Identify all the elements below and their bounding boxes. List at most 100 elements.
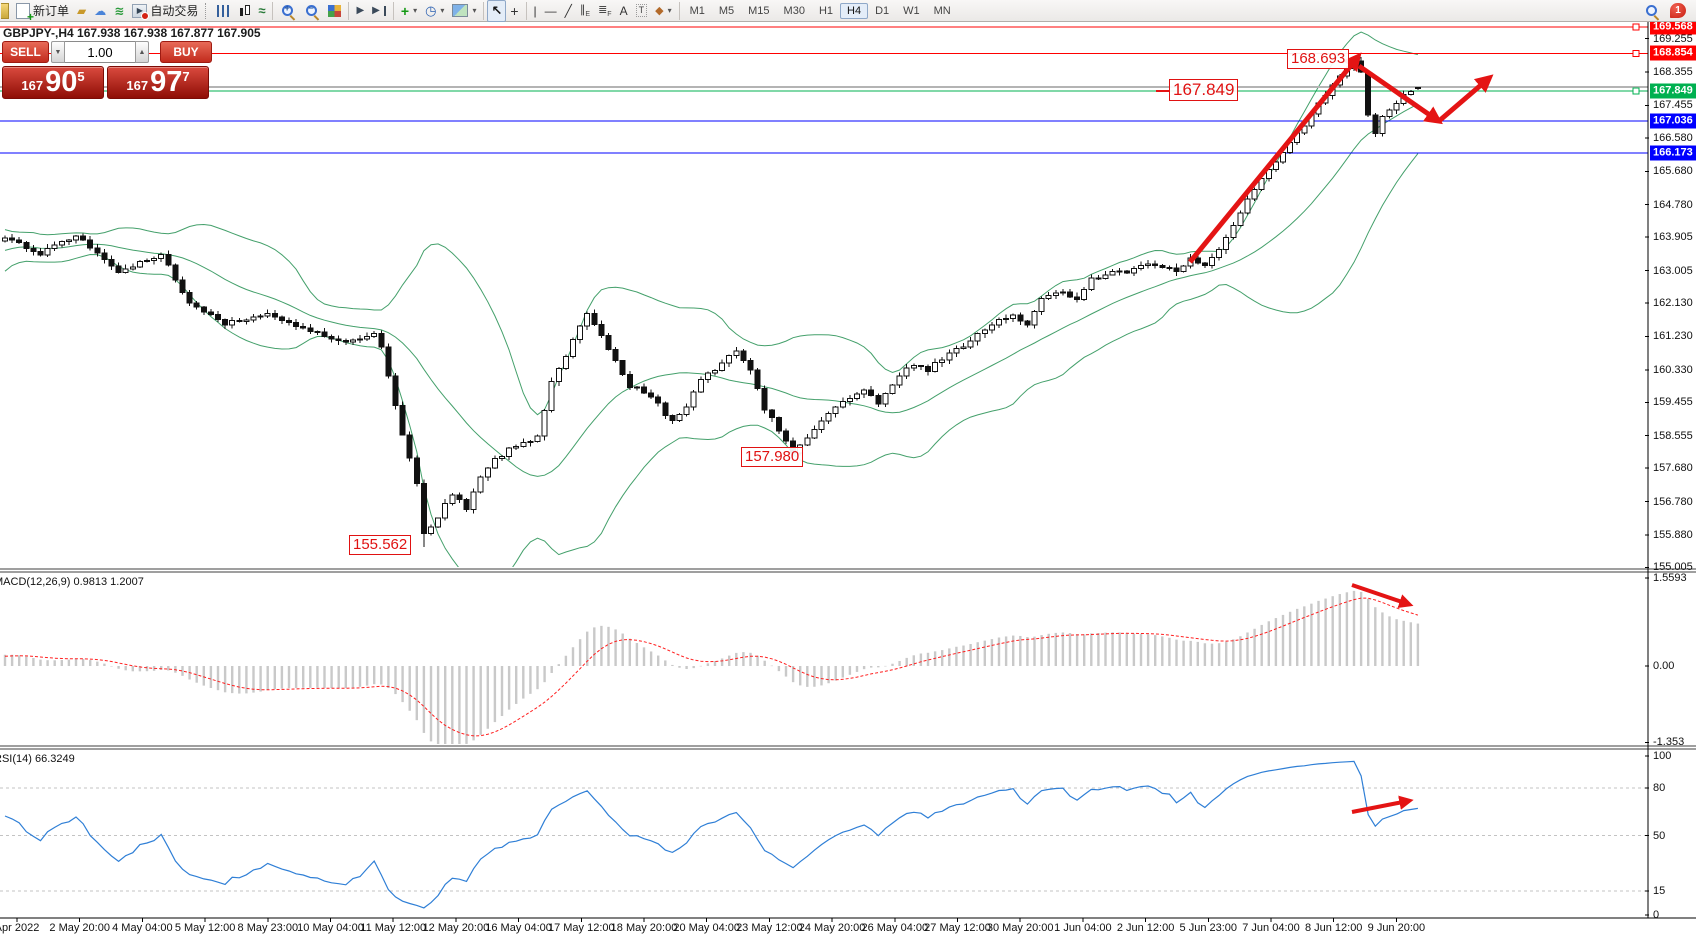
candle-body [314, 330, 321, 333]
candle-body [1379, 116, 1386, 134]
macd-bar [401, 666, 404, 703]
community-button[interactable]: ☁ [90, 0, 110, 22]
cursor-button[interactable]: ↖ [487, 0, 507, 22]
trend-arrows [1156, 52, 1494, 814]
candle-body [200, 306, 207, 313]
timeframe-d1[interactable]: D1 [875, 4, 890, 17]
candle-body [839, 401, 846, 408]
price-tick-label: 166.580 [1653, 131, 1693, 144]
macd-bar [1146, 634, 1150, 666]
macd-bar [699, 665, 702, 667]
fibonacci-button[interactable]: ≣F [594, 0, 616, 22]
trend-arrow [1351, 583, 1414, 609]
timeframe-m15[interactable]: M15 [748, 4, 770, 17]
horizontal-line-button[interactable]: — [541, 0, 561, 22]
timeframe-h4[interactable]: H4 [840, 2, 869, 19]
timeframe-w1[interactable]: W1 [903, 4, 920, 17]
sell-price-big: 90 [45, 66, 78, 98]
time-tick-label: 7 Jun 04:00 [1242, 922, 1300, 934]
notifications-badge[interactable]: 1 [1670, 3, 1686, 18]
macd-bar [1097, 633, 1100, 666]
new-order-button[interactable]: 新订单 [12, 0, 73, 24]
shapes-icon: ◆ [655, 5, 664, 17]
text-label-icon: T [635, 4, 648, 17]
periods-button[interactable]: ◷ ▾ [421, 0, 448, 22]
candle-body [1145, 263, 1152, 266]
macd-bar [479, 666, 482, 735]
candle-body [491, 457, 498, 469]
candle-body [236, 320, 243, 323]
candle-body [1244, 198, 1251, 214]
macd-bar [884, 665, 887, 667]
timeframe-m5[interactable]: M5 [718, 4, 735, 17]
search-button[interactable] [1640, 0, 1664, 22]
volume-decrease-button[interactable]: ▼ [51, 41, 65, 63]
market-button[interactable]: ▰ [73, 0, 90, 22]
text-button[interactable]: A [616, 0, 632, 22]
macd-bar [642, 647, 646, 666]
macd-bar [976, 642, 979, 666]
buy-price-big: 97 [150, 66, 183, 98]
macd-bar [408, 666, 411, 711]
time-tick-label: 18 May 20:00 [610, 922, 678, 934]
candle-body [1386, 109, 1393, 118]
macd-bar [351, 666, 355, 688]
price-tick-label: 168.355 [1653, 66, 1693, 78]
macd-bar [1324, 598, 1327, 666]
candle-body [1123, 270, 1130, 274]
timeframe-h1[interactable]: H1 [818, 4, 834, 17]
volume-increase-button[interactable]: ▲ [135, 41, 149, 63]
tile-windows-button[interactable] [324, 0, 345, 22]
line-chart-button[interactable]: ≈ [254, 0, 269, 22]
buy-button[interactable]: BUY [160, 41, 212, 63]
trendline-button[interactable]: ╱ [561, 0, 576, 22]
volume-input[interactable] [65, 41, 135, 63]
macd-bar [593, 627, 596, 666]
candle-body [378, 332, 385, 348]
signals-button[interactable]: ≋ [110, 0, 128, 22]
macd-bar [1402, 620, 1405, 666]
timeframe-m30[interactable]: M30 [783, 4, 805, 17]
text-label-button[interactable]: T [632, 0, 652, 22]
zoom-in-button[interactable]: + [276, 0, 300, 22]
macd-bar [294, 666, 298, 688]
macd-bar [323, 666, 326, 688]
macd-bar [110, 666, 113, 667]
buy-price-box[interactable]: 167 97 7 [107, 66, 209, 99]
macd-bar [834, 666, 837, 681]
vertical-line-button[interactable]: | [530, 0, 541, 22]
rsi-levels [0, 787, 1648, 892]
candle-body [420, 483, 427, 534]
timeframe-m1[interactable]: M1 [689, 4, 705, 17]
candle-body [1414, 86, 1421, 90]
candle-body [58, 241, 65, 246]
sell-button[interactable]: SELL [2, 41, 49, 63]
candle-body [868, 389, 875, 396]
channel-button[interactable]: ∥E [576, 0, 594, 22]
templates-button[interactable]: ▾ [448, 0, 480, 22]
timeframe-mn[interactable]: MN [933, 4, 951, 17]
candlestick-chart-button[interactable] [234, 0, 254, 22]
candle-body [562, 356, 569, 370]
chevron-down-icon: ▾ [472, 6, 477, 15]
macd-bar [1281, 614, 1285, 666]
macd-bar [1196, 641, 1199, 666]
trade-panel-row: SELL ▼ ▲ BUY [2, 41, 214, 63]
autotrading-button[interactable]: ▶ 自动交易 [128, 0, 202, 22]
price-tick-label: 165.680 [1653, 165, 1693, 178]
sell-price-box[interactable]: 167 90 5 [2, 66, 104, 99]
autotrading-label: 自动交易 [150, 4, 199, 18]
indicators-button[interactable]: + ▾ [397, 0, 421, 22]
chart-shift-button[interactable]: ▶ [368, 0, 390, 22]
auto-scroll-button[interactable]: ▶ [352, 0, 368, 22]
candle-body [1130, 268, 1137, 274]
zoom-out-button[interactable]: − [300, 0, 324, 22]
crosshair-button[interactable]: + [506, 0, 522, 22]
time-tick-label: 5 Jun 23:00 [1179, 922, 1238, 934]
shapes-button[interactable]: ◆ ▾ [651, 0, 675, 22]
time-tick-label: 26 May 04:00 [861, 922, 929, 934]
bar-chart-button[interactable] [213, 0, 234, 22]
macd-bar [39, 659, 42, 666]
macd-bar [25, 656, 28, 666]
